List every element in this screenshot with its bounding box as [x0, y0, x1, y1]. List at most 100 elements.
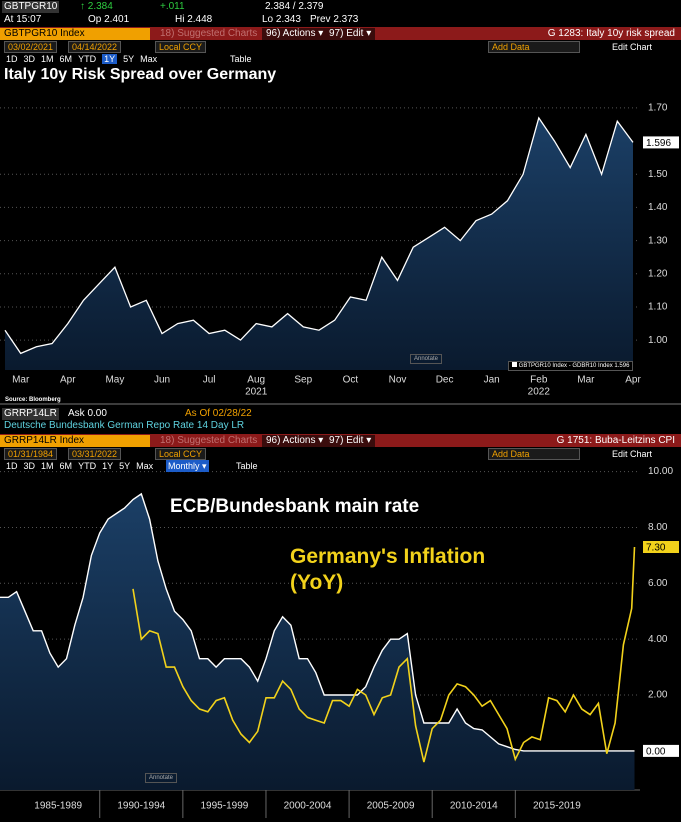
y-tick-label: 8.00: [648, 522, 668, 533]
range-buttons: 1D 3D 1M 6M YTD 1Y 5Y Max: [6, 53, 163, 66]
range-button[interactable]: 6M: [59, 54, 73, 64]
range-button[interactable]: 1D: [6, 461, 18, 471]
x-tick-label: Apr: [625, 375, 641, 386]
description: Deutsche Bundesbank German Repo Rate 14 …: [4, 420, 245, 431]
chart-title: Italy 10y Risk Spread over Germany: [4, 66, 277, 83]
bid-ask: 2.384 / 2.379: [265, 1, 324, 12]
edit[interactable]: 97) Edit ▾: [325, 435, 376, 447]
x-tick-label: 2015-2019: [533, 801, 581, 812]
x-tick-label: Mar: [577, 375, 595, 386]
x-tick-label: Aug: [247, 375, 265, 386]
range-button[interactable]: 1Y: [102, 461, 114, 471]
value-tag: 0.00: [646, 747, 666, 758]
range-button[interactable]: 3D: [23, 461, 36, 471]
value-tag-box: [643, 541, 679, 553]
x-group-label: 2022: [528, 387, 551, 398]
area-line: [4, 116, 634, 355]
suggested[interactable]: 18) Suggested Charts: [160, 435, 258, 446]
open: Op 2.401: [88, 14, 130, 25]
prev: Prev 2.373: [310, 14, 359, 25]
range-button[interactable]: YTD: [78, 54, 97, 64]
x-tick-label: Mar: [12, 375, 30, 386]
y-tick-label: 1.00: [648, 335, 668, 346]
change: +.011: [160, 1, 185, 12]
table[interactable]: Table: [230, 54, 252, 64]
start-date[interactable]: 03/02/2021: [4, 41, 58, 53]
range-button[interactable]: 5Y: [123, 54, 135, 64]
range-button[interactable]: 5Y: [119, 461, 131, 471]
range-button[interactable]: Max: [140, 54, 158, 64]
x-tick-label: Jun: [154, 375, 170, 386]
ticker: GRRP14LR: [2, 408, 59, 420]
legend-swatch: [512, 362, 517, 367]
start-date[interactable]: 01/31/1984: [4, 448, 58, 460]
currency[interactable]: Local CCY: [155, 448, 207, 460]
x-tick-label: 2010-2014: [450, 801, 498, 812]
legend-label: GBTPGR10 Index - GDBR10 Index: [518, 363, 613, 369]
end-date[interactable]: 04/14/2022: [68, 41, 122, 53]
end-date[interactable]: 03/31/2022: [68, 448, 122, 460]
x-tick-label: 1990-1994: [117, 801, 165, 812]
x-tick-label: Jan: [484, 375, 500, 386]
ask: Ask 0.00: [68, 408, 107, 419]
annotation: ECB/Bundesbank main rate: [170, 496, 420, 517]
range-button[interactable]: 3D: [23, 54, 36, 64]
range-button[interactable]: Max: [136, 461, 154, 471]
x-tick-label: 2005-2009: [367, 801, 415, 812]
y-tick-label: 4.00: [648, 634, 668, 645]
suggested[interactable]: 18) Suggested Charts: [160, 28, 258, 39]
x-tick-label: Dec: [436, 375, 454, 386]
value-tag-box: [643, 744, 679, 757]
annotate[interactable]: Annotate: [410, 354, 443, 364]
x-tick-label: Nov: [389, 375, 407, 386]
security[interactable]: GBTPGR10 Index: [0, 28, 150, 40]
time: At 15:07: [4, 14, 42, 25]
ticker: GBTPGR10: [2, 1, 60, 13]
as-of: As Of 02/28/22: [185, 408, 252, 419]
edit-chart[interactable]: Edit Chart: [612, 449, 653, 459]
x-group-label: 2021: [245, 387, 268, 398]
annotation: Germany's Inflation (YoY): [290, 545, 486, 594]
range-button[interactable]: 6M: [59, 461, 73, 471]
line: [0, 492, 635, 752]
range-button[interactable]: 1Y: [102, 54, 118, 64]
add-data[interactable]: Add Data: [488, 448, 580, 460]
range-button[interactable]: 1M: [41, 54, 54, 64]
y-tick-label: 1.10: [648, 302, 668, 313]
security[interactable]: GRRP14LR Index: [0, 435, 150, 447]
y-tick-label: 1.70: [648, 103, 668, 114]
currency[interactable]: Local CCY: [155, 41, 207, 53]
x-tick-label: Oct: [343, 375, 359, 386]
last-price: ↑ 2.384: [80, 1, 113, 12]
x-tick-label: 1995-1999: [201, 801, 249, 812]
area-fill: [5, 117, 633, 371]
table[interactable]: Table: [236, 461, 258, 471]
y-tick-label: 10.00: [648, 466, 673, 477]
high: Hi 2.448: [175, 14, 213, 25]
range-button[interactable]: 1M: [41, 461, 54, 471]
edit[interactable]: 97) Edit ▾: [325, 28, 376, 40]
actions[interactable]: 96) Actions ▾: [262, 435, 328, 447]
chart-id: G 1751: Buba-Leitzins CPI: [556, 435, 675, 446]
y-tick-label: 2.00: [648, 690, 668, 701]
range-button[interactable]: 1D: [6, 54, 18, 64]
y-tick-label: 1.40: [648, 202, 668, 213]
annotate[interactable]: Annotate: [145, 773, 178, 783]
frequency[interactable]: Monthly ▾: [166, 460, 209, 472]
actions[interactable]: 96) Actions ▾: [262, 28, 328, 40]
x-tick-label: Apr: [60, 375, 76, 386]
edit-chart[interactable]: Edit Chart: [612, 42, 653, 52]
value-tag-box: [643, 136, 679, 149]
y-tick-label: 1.30: [648, 235, 668, 246]
legend-value: 1.596: [614, 363, 630, 369]
range-buttons: 1D 3D 1M 6M YTD 1Y 5Y Max: [6, 460, 159, 473]
area-fill: [0, 493, 635, 790]
x-tick-label: May: [105, 375, 124, 386]
add-data[interactable]: Add Data: [488, 41, 580, 53]
x-tick-label: Jul: [203, 375, 216, 386]
range-button[interactable]: YTD: [78, 461, 97, 471]
low: Lo 2.343: [262, 14, 301, 25]
y-tick-label: 1.50: [648, 169, 668, 180]
